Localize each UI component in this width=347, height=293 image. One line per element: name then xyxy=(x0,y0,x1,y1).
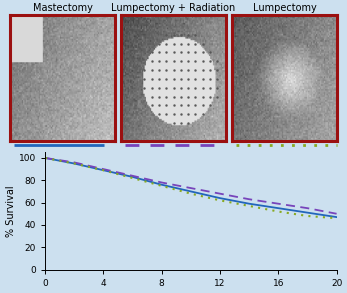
Y-axis label: % Survival: % Survival xyxy=(6,185,16,237)
Title: Lumpectomy + Radiation: Lumpectomy + Radiation xyxy=(111,3,236,13)
Title: Mastectomy: Mastectomy xyxy=(33,3,92,13)
Title: Lumpectomy: Lumpectomy xyxy=(253,3,316,13)
